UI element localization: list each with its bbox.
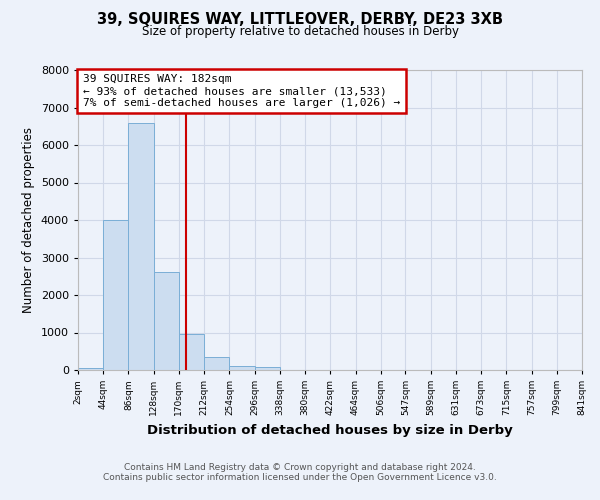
Bar xyxy=(103,220,128,370)
Bar xyxy=(128,123,154,370)
Text: Contains HM Land Registry data © Crown copyright and database right 2024.: Contains HM Land Registry data © Crown c… xyxy=(124,462,476,471)
Text: 39 SQUIRES WAY: 182sqm
← 93% of detached houses are smaller (13,533)
7% of semi-: 39 SQUIRES WAY: 182sqm ← 93% of detached… xyxy=(83,74,400,108)
Bar xyxy=(154,272,179,370)
Bar xyxy=(179,334,204,370)
X-axis label: Distribution of detached houses by size in Derby: Distribution of detached houses by size … xyxy=(147,424,513,436)
Bar xyxy=(78,368,103,370)
Bar xyxy=(254,366,280,370)
Text: 39, SQUIRES WAY, LITTLEOVER, DERBY, DE23 3XB: 39, SQUIRES WAY, LITTLEOVER, DERBY, DE23… xyxy=(97,12,503,28)
Text: Contains public sector information licensed under the Open Government Licence v3: Contains public sector information licen… xyxy=(103,472,497,482)
Bar xyxy=(204,357,229,370)
Y-axis label: Number of detached properties: Number of detached properties xyxy=(22,127,35,313)
Bar xyxy=(229,366,254,370)
Text: Size of property relative to detached houses in Derby: Size of property relative to detached ho… xyxy=(142,25,458,38)
